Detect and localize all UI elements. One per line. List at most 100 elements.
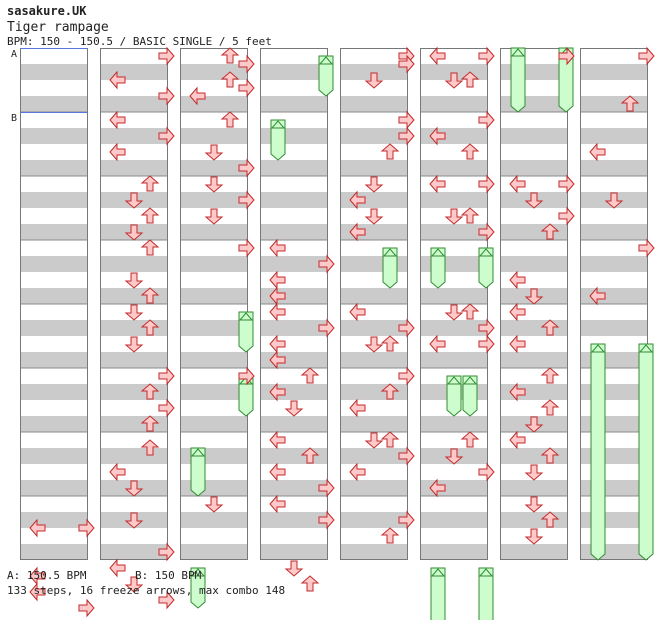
beat-band [180,128,248,144]
right-arrow-icon [318,318,335,338]
left-arrow-icon [269,286,286,306]
bpm-a-label: A: 150.5 BPM [7,569,87,582]
beat-band [500,320,568,336]
left-arrow-icon [349,398,366,418]
up-arrow-icon [380,431,400,448]
column-border [260,48,328,560]
left-arrow-icon [349,462,366,482]
up-arrow-icon [540,367,560,384]
up-arrow-icon [380,143,400,160]
freeze-head [270,120,286,129]
freeze-body [430,567,446,620]
freeze-arrow [430,567,446,620]
up-arrow-icon [300,447,320,464]
beat-band [180,384,248,400]
chart-column [420,48,488,560]
beat-band [500,160,568,176]
right-arrow-icon [158,86,175,106]
left-arrow-icon [429,174,446,194]
beat-band [580,320,648,336]
freeze-arrow [318,55,334,97]
down-arrow-icon [524,464,544,481]
left-arrow-icon [109,70,126,90]
beat-band [420,160,488,176]
column-border [180,48,248,560]
down-arrow-icon [204,496,224,513]
right-arrow-icon [318,510,335,530]
freeze-arrow [238,311,254,353]
up-arrow-icon [300,367,320,384]
down-arrow-icon [444,448,464,465]
up-arrow-icon [140,319,160,336]
right-arrow-icon [78,598,95,618]
artist-name: sasakure.UK [7,4,87,18]
freeze-head [462,376,478,385]
down-arrow-icon [124,512,144,529]
beat-band [580,160,648,176]
left-arrow-icon [29,518,46,538]
bpm-marker-label: A [11,49,17,60]
freeze-head [318,56,334,65]
down-arrow-icon [284,400,304,417]
chart-column [340,48,408,560]
right-arrow-icon [398,446,415,466]
beat-band [500,512,568,528]
beat-band [340,320,408,336]
chart-column [100,48,168,560]
left-arrow-icon [269,350,286,370]
freeze-arrow [238,375,254,417]
down-arrow-icon [444,72,464,89]
left-arrow-icon [509,174,526,194]
freeze-body [238,311,254,353]
down-arrow-icon [364,208,384,225]
down-arrow-icon [364,176,384,193]
beat-band [580,352,648,368]
right-arrow-icon [238,238,255,258]
beat-band [260,256,328,272]
freeze-arrow [430,247,446,289]
right-arrow-icon [398,54,415,74]
beat-band [20,256,88,272]
freeze-head [430,248,446,257]
beat-band [180,352,248,368]
beat-band [100,416,168,432]
beat-band [420,512,488,528]
left-arrow-icon [29,582,46,602]
beat-band [420,96,488,112]
beat-band [20,384,88,400]
up-arrow-icon [380,527,400,544]
beat-band [20,512,88,528]
left-arrow-icon [349,302,366,322]
right-arrow-icon [398,366,415,386]
right-arrow-icon [638,46,655,66]
up-arrow-icon [540,447,560,464]
up-arrow-icon [460,71,480,88]
down-arrow-icon [444,304,464,321]
column-border [420,48,488,560]
bpm-marker-label: B [11,113,17,124]
beat-band [260,192,328,208]
beat-band [260,544,328,560]
right-arrow-icon [158,366,175,386]
freeze-arrow [446,375,462,417]
freeze-body [270,119,286,161]
beat-band [340,384,408,400]
beat-band [340,352,408,368]
beat-band [20,128,88,144]
beat-band [100,128,168,144]
left-arrow-icon [109,558,126,578]
right-arrow-icon [318,478,335,498]
right-arrow-icon [398,318,415,338]
beat-band [340,448,408,464]
down-arrow-icon [524,528,544,545]
beat-band [420,192,488,208]
beat-band [500,96,568,112]
up-arrow-icon [380,335,400,352]
freeze-head [510,48,526,57]
beat-band [20,288,88,304]
freeze-head [190,568,206,577]
down-arrow-icon [124,336,144,353]
left-arrow-icon [269,462,286,482]
beat-band [420,544,488,560]
